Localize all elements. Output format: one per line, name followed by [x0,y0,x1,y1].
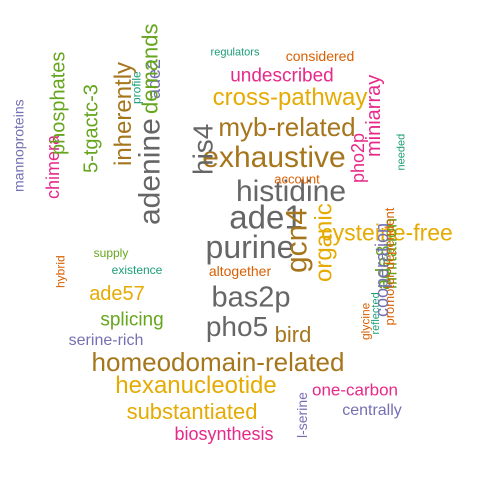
word-substantiated: substantiated [126,399,258,424]
word-existence: existence [111,263,163,277]
word-cross-pathway: cross-pathway [212,84,368,111]
word-mannoproteins: mannoproteins [10,99,27,192]
word-regulators: regulators [210,46,260,59]
word-hexanucleotide: hexanucleotide [115,372,277,399]
word-histidine: histidine [235,175,347,208]
word-needed: needed [395,133,408,171]
word-l-serine: l-serine [294,392,311,438]
word-phosphates: phosphates [47,51,70,155]
word-considered: considered [285,48,355,64]
word-miniarray: miniarray [362,74,385,157]
word-biosynthesis: biosynthesis [174,424,274,444]
word-purine: purine [205,229,295,265]
word-undescribed: undescribed [230,65,334,87]
word-splicing: splicing [100,309,164,331]
word-homeodomain-related: homeodomain-related [91,347,345,377]
word-centrally: centrally [342,402,402,419]
word-cysteine-free: cysteine-free [321,219,453,246]
word-supply: supply [93,246,129,260]
word-organic: organic [310,203,338,282]
word-myb-related: myb-related [218,112,356,142]
word-5-tgactc-3: 5-tgactc-3 [80,84,103,173]
word-serine-rich: serine-rich [68,332,144,349]
word-hybrid: hybrid [53,255,68,288]
word-demands: demands [137,23,163,114]
word-one-carbon: one-carbon [311,380,399,400]
word-gcn4: gcn4 [280,207,314,273]
word-ade57: ade57 [89,283,145,305]
word-inherently: inherently [109,61,137,166]
word-exhaustive: exhaustive [202,141,346,174]
word-bird: bird [274,322,312,347]
word-pho5: pho5 [205,311,269,342]
word-account: account [274,171,320,187]
word-ade1: ade1 [229,198,303,236]
word-altogether: altogether [208,263,272,279]
word-adenine: adenine [133,118,167,225]
word-bas2p: bas2p [211,281,291,314]
word-his4: his4 [187,123,219,175]
word-cooperation: cooperation [371,222,392,317]
